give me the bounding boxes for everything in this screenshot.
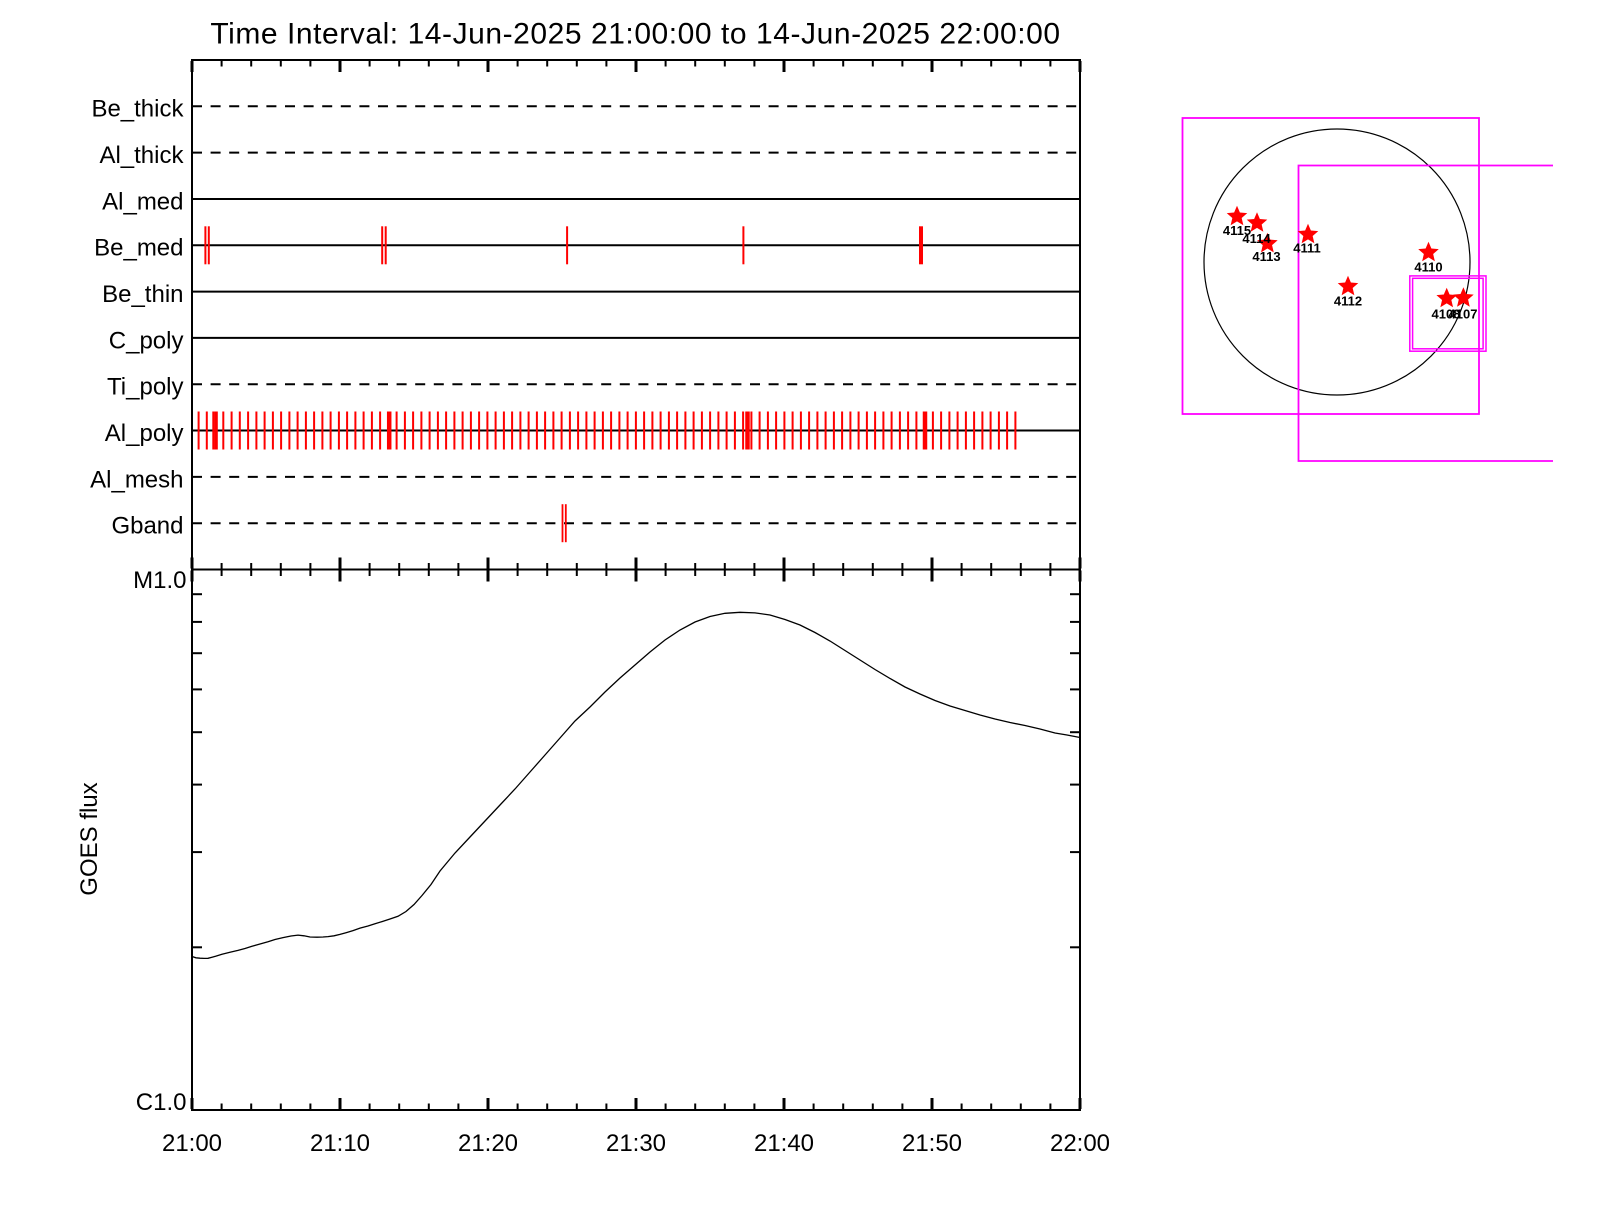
svg-text:Al_mesh: Al_mesh bbox=[90, 466, 183, 493]
svg-text:4107: 4107 bbox=[1449, 307, 1478, 322]
svg-text:Be_med: Be_med bbox=[94, 235, 183, 262]
svg-text:M1.0: M1.0 bbox=[133, 567, 186, 594]
svg-text:Be_thick: Be_thick bbox=[91, 96, 184, 123]
svg-text:C1.0: C1.0 bbox=[136, 1089, 187, 1116]
svg-text:Gband: Gband bbox=[111, 513, 183, 540]
svg-text:4108: 4108 bbox=[1432, 307, 1461, 322]
svg-text:C_poly: C_poly bbox=[109, 327, 184, 354]
svg-text:Ti_poly: Ti_poly bbox=[107, 374, 183, 401]
svg-text:4115: 4115 bbox=[1223, 223, 1251, 238]
svg-text:4114: 4114 bbox=[1242, 231, 1271, 246]
svg-text:22:00: 22:00 bbox=[1050, 1130, 1110, 1157]
svg-text:Al_med: Al_med bbox=[102, 188, 183, 215]
svg-text:Time Interval: 14-Jun-2025 21:: Time Interval: 14-Jun-2025 21:00:00 to 1… bbox=[210, 18, 1060, 51]
svg-text:21:20: 21:20 bbox=[458, 1130, 518, 1157]
svg-text:4110: 4110 bbox=[1414, 260, 1442, 275]
svg-text:21:00: 21:00 bbox=[162, 1130, 222, 1157]
svg-text:4113: 4113 bbox=[1252, 249, 1280, 264]
svg-text:21:30: 21:30 bbox=[606, 1130, 666, 1157]
svg-text:21:40: 21:40 bbox=[754, 1130, 814, 1157]
svg-text:21:50: 21:50 bbox=[902, 1130, 962, 1157]
svg-text:21:10: 21:10 bbox=[310, 1130, 370, 1157]
svg-text:GOES flux: GOES flux bbox=[76, 782, 103, 895]
svg-text:4112: 4112 bbox=[1334, 294, 1362, 309]
svg-text:Al_thick: Al_thick bbox=[99, 142, 184, 169]
svg-text:Be_thin: Be_thin bbox=[102, 281, 183, 308]
svg-text:Al_poly: Al_poly bbox=[105, 420, 184, 447]
svg-text:4111: 4111 bbox=[1293, 241, 1321, 256]
